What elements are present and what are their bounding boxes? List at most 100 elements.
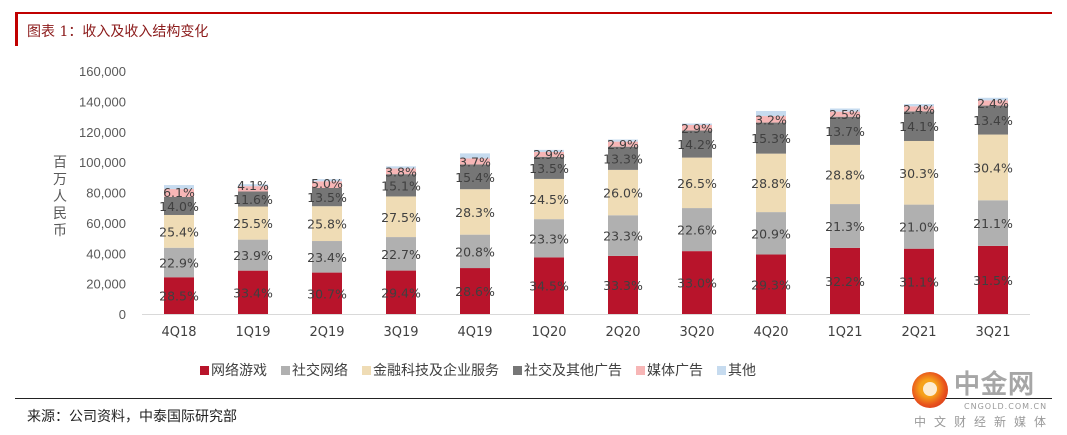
bar-segment [756,116,786,123]
bar-segment [164,196,194,215]
data-label: 14.0% [159,199,199,214]
bar-segment [756,254,786,314]
data-label: 28.6% [455,284,495,299]
data-label: 15.3% [751,131,791,146]
x-tick-label: 1Q19 [235,325,270,340]
bar-segment [460,158,490,165]
data-label: 3.2% [755,112,787,127]
data-label: 25.5% [233,216,273,231]
data-label: 26.0% [603,186,643,201]
x-tick-label: 4Q19 [457,325,492,340]
data-label: 6.1% [163,185,195,200]
bar-segment [312,241,342,273]
data-label: 28.8% [825,167,865,182]
y-tick-label: 100,000 [79,155,126,170]
logo-url: CNGOLD.COM.CN [964,402,1048,411]
bar-segment [830,108,860,112]
logo-tagline: 中文财经新媒体 [914,415,1055,429]
bar-segment [978,200,1008,246]
bar-segment [312,188,342,207]
legend-swatch [281,365,290,375]
data-label: 28.8% [751,176,791,191]
data-label: 30.3% [899,166,939,181]
bar-segment [608,139,638,142]
stacked-bar-chart: 0 20,000 40,000 60,000 80,000 100,000 120,000 1… [79,64,1030,340]
data-label: 34.5% [529,279,569,294]
data-label: 31.5% [973,273,1013,288]
x-tick-label: 4Q18 [161,325,196,340]
legend-label: 社交网络 [292,363,348,379]
bar-segment [460,268,490,314]
bar-segment [904,104,934,107]
x-tick-label: 3Q21 [975,325,1010,340]
data-label: 2.4% [903,102,935,117]
data-label: 11.6% [233,192,273,207]
bar-segment [608,169,638,216]
bar-segment [978,245,1008,314]
bar-segment [238,191,268,207]
data-label: 13.4% [973,113,1013,128]
data-label: 14.2% [677,137,717,152]
data-label: 15.1% [381,178,421,193]
bar-segment [608,141,638,147]
data-label: 33.4% [233,285,273,300]
bar-segment [608,255,638,314]
bar-segment [904,111,934,141]
data-label: 30.7% [307,286,347,301]
bar-segment [830,111,860,117]
data-label: 4.1% [237,178,269,193]
bar-segment [682,123,712,126]
data-label: 21.1% [973,216,1013,231]
y-tick-label: 80,000 [86,186,126,201]
data-label: 32.2% [825,274,865,289]
legend-label: 金融科技及企业服务 [373,363,499,379]
data-label: 28.3% [455,205,495,220]
x-tick-label: 2Q20 [605,325,640,340]
bar-segment [978,97,1008,101]
bar-segment [238,184,268,187]
data-label: 13.7% [825,124,865,139]
bar-segment [312,272,342,314]
bar-segment [534,219,564,258]
bar-segment [238,186,268,192]
title-frame-top [15,12,1052,14]
data-label: 23.4% [307,250,347,265]
bar-segment [830,144,860,205]
bar-segment [534,149,564,153]
bar-segment [608,146,638,170]
data-label: 27.5% [381,210,421,225]
legend-label: 媒体广告 [647,363,703,379]
data-label: 5.0% [311,176,343,191]
bar-segment [386,196,416,238]
x-tick-label: 4Q20 [753,325,788,340]
data-label: 15.4% [455,170,495,185]
bar-segment [460,153,490,159]
bar-segment [534,152,564,157]
bar-segment [238,206,268,240]
y-axis-label: 百万人民币 [53,155,67,239]
data-label: 22.9% [159,255,199,270]
data-label: 23.9% [233,248,273,263]
legend-swatch [636,365,645,375]
bar-segment [238,270,268,314]
x-tick-label: 2Q21 [901,325,936,340]
data-label: 20.8% [455,244,495,259]
footer-divider [15,398,1052,399]
data-label: 13.5% [529,161,569,176]
data-label: 2.9% [681,121,713,136]
legend-item: 社交及其他广告 [513,360,622,380]
data-label: 29.3% [751,277,791,292]
bar-segment [682,125,712,131]
data-label: 26.5% [677,176,717,191]
data-label: 33.0% [677,276,717,291]
data-label: 14.1% [899,119,939,134]
data-label: 21.3% [825,219,865,234]
bar-segment [534,178,564,220]
bar-segment [386,166,416,169]
legend-label: 其他 [728,363,756,379]
bar-segment [460,189,490,235]
bar-segment [830,116,860,145]
legend-item: 媒体广告 [636,360,703,380]
source-note: 来源：公司资料，中泰国际研究部 [27,409,237,425]
bar-segment [756,122,786,154]
